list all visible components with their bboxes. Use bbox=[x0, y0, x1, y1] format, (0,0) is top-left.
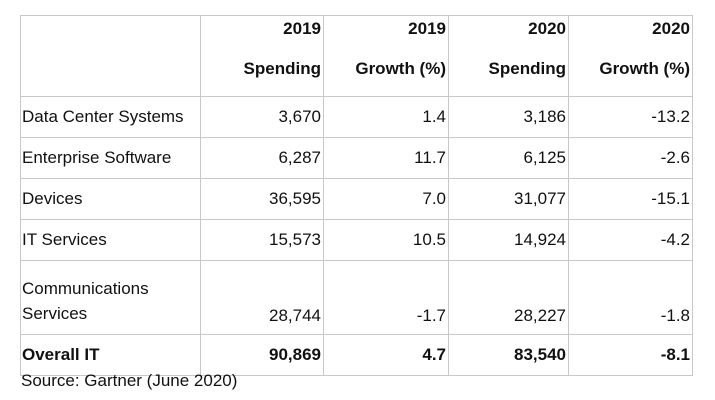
table-row: Data Center Systems 3,670 1.4 3,186 -13.2 bbox=[20, 96, 693, 138]
table-cell: 7.0 bbox=[323, 178, 449, 220]
header-cell: 2019 Spending bbox=[200, 15, 324, 97]
table-row: Enterprise Software 6,287 11.7 6,125 -2.6 bbox=[20, 137, 693, 179]
source-note: Source: Gartner (June 2020) bbox=[21, 371, 238, 390]
table-cell: 36,595 bbox=[200, 178, 324, 220]
header-label: Growth (%) bbox=[355, 59, 446, 78]
table-cell: 14,924 bbox=[448, 219, 569, 261]
table-cell: -13.2 bbox=[568, 96, 693, 138]
row-label: Data Center Systems bbox=[20, 96, 201, 138]
row-label: Enterprise Software bbox=[20, 137, 201, 179]
header-row: 2019 Spending 2019 Growth (%) 2020 Spending… bbox=[20, 15, 693, 97]
header-year: 2020 bbox=[652, 19, 690, 38]
table-cell: 83,540 bbox=[448, 334, 569, 376]
header-empty bbox=[20, 15, 201, 97]
table-cell: -8.1 bbox=[568, 334, 693, 376]
table-cell: 10.5 bbox=[323, 219, 449, 261]
table-cell: -15.1 bbox=[568, 178, 693, 220]
header-year: 2019 bbox=[408, 19, 446, 38]
header-year: 2020 bbox=[528, 19, 566, 38]
table-cell: -1.7 bbox=[323, 260, 449, 335]
table-row: IT Services 15,573 10.5 14,924 -4.2 bbox=[20, 219, 693, 261]
table-cell: 90,869 bbox=[200, 334, 324, 376]
table-cell: 6,287 bbox=[200, 137, 324, 179]
table-cell: 3,186 bbox=[448, 96, 569, 138]
table-cell: -4.2 bbox=[568, 219, 693, 261]
header-cell: 2019 Growth (%) bbox=[323, 15, 449, 97]
header-cell: 2020 Growth (%) bbox=[568, 15, 693, 97]
header-label: Spending bbox=[243, 59, 321, 78]
table-cell: 1.4 bbox=[323, 96, 449, 138]
table-cell: 15,573 bbox=[200, 219, 324, 261]
row-label: IT Services bbox=[20, 219, 201, 261]
table-cell: 28,744 bbox=[200, 260, 324, 335]
table-cell: 4.7 bbox=[323, 334, 449, 376]
table-cell: 28,227 bbox=[448, 260, 569, 335]
row-label: Devices bbox=[20, 178, 201, 220]
table-cell: -1.8 bbox=[568, 260, 693, 335]
header-label: Growth (%) bbox=[599, 59, 690, 78]
table-row: Communications Services 28,744 -1.7 28,227-… bbox=[20, 260, 693, 335]
table-cell: 11.7 bbox=[323, 137, 449, 179]
table-cell: 6,125 bbox=[448, 137, 569, 179]
it-spending-table: 2019 Spending 2019 Growth (%) 2020 Spending… bbox=[20, 15, 693, 376]
table-row: Overall IT 90,869 4.7 83,540 -8.1 bbox=[20, 334, 693, 376]
header-label: Spending bbox=[488, 59, 566, 78]
table-cell: 31,077 bbox=[448, 178, 569, 220]
table-row: Devices 36,595 7.0 31,077 -15.1 bbox=[20, 178, 693, 220]
table-cell: 3,670 bbox=[200, 96, 324, 138]
table-cell: -2.6 bbox=[568, 137, 693, 179]
row-label: Overall IT bbox=[20, 334, 201, 376]
header-year: 2019 bbox=[283, 19, 321, 38]
header-cell: 2020 Spending bbox=[448, 15, 569, 97]
row-label: Communications Services bbox=[20, 260, 201, 335]
